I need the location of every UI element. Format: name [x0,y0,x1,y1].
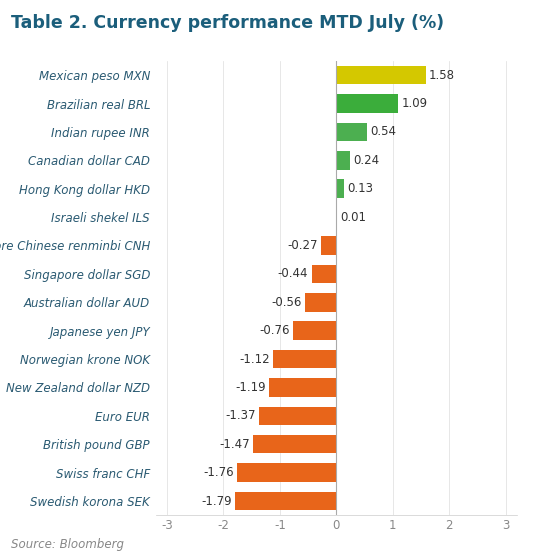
Bar [305,293,336,311]
Text: 0.54: 0.54 [370,125,396,138]
Text: 0.24: 0.24 [353,154,379,167]
Bar [294,321,336,340]
Text: Table 2. Currency performance MTD July (%): Table 2. Currency performance MTD July (… [11,14,444,32]
Bar [235,492,336,510]
Text: -1.76: -1.76 [203,466,234,479]
Text: 0.01: 0.01 [340,211,366,224]
Bar [311,265,336,283]
Text: -1.19: -1.19 [235,381,266,394]
Bar [259,407,336,425]
Text: 1.09: 1.09 [401,97,428,110]
Bar [336,94,398,113]
Text: -1.37: -1.37 [225,409,256,422]
Text: -0.56: -0.56 [271,296,301,309]
Bar [269,378,336,397]
Text: -1.47: -1.47 [220,438,250,451]
Bar [273,350,336,368]
Text: 0.13: 0.13 [347,182,373,195]
Bar [336,151,350,170]
Text: -0.27: -0.27 [287,239,317,252]
Bar [336,208,337,227]
Text: -1.12: -1.12 [239,352,270,366]
Bar [254,435,336,454]
Text: -1.79: -1.79 [201,495,232,507]
Bar [336,179,344,198]
Bar [336,66,425,84]
Bar [336,122,367,141]
Text: 1.58: 1.58 [429,69,455,81]
Bar [321,236,336,255]
Text: Source: Bloomberg: Source: Bloomberg [11,538,124,551]
Bar [237,463,336,482]
Text: -0.44: -0.44 [277,268,308,280]
Text: -0.76: -0.76 [260,324,290,337]
